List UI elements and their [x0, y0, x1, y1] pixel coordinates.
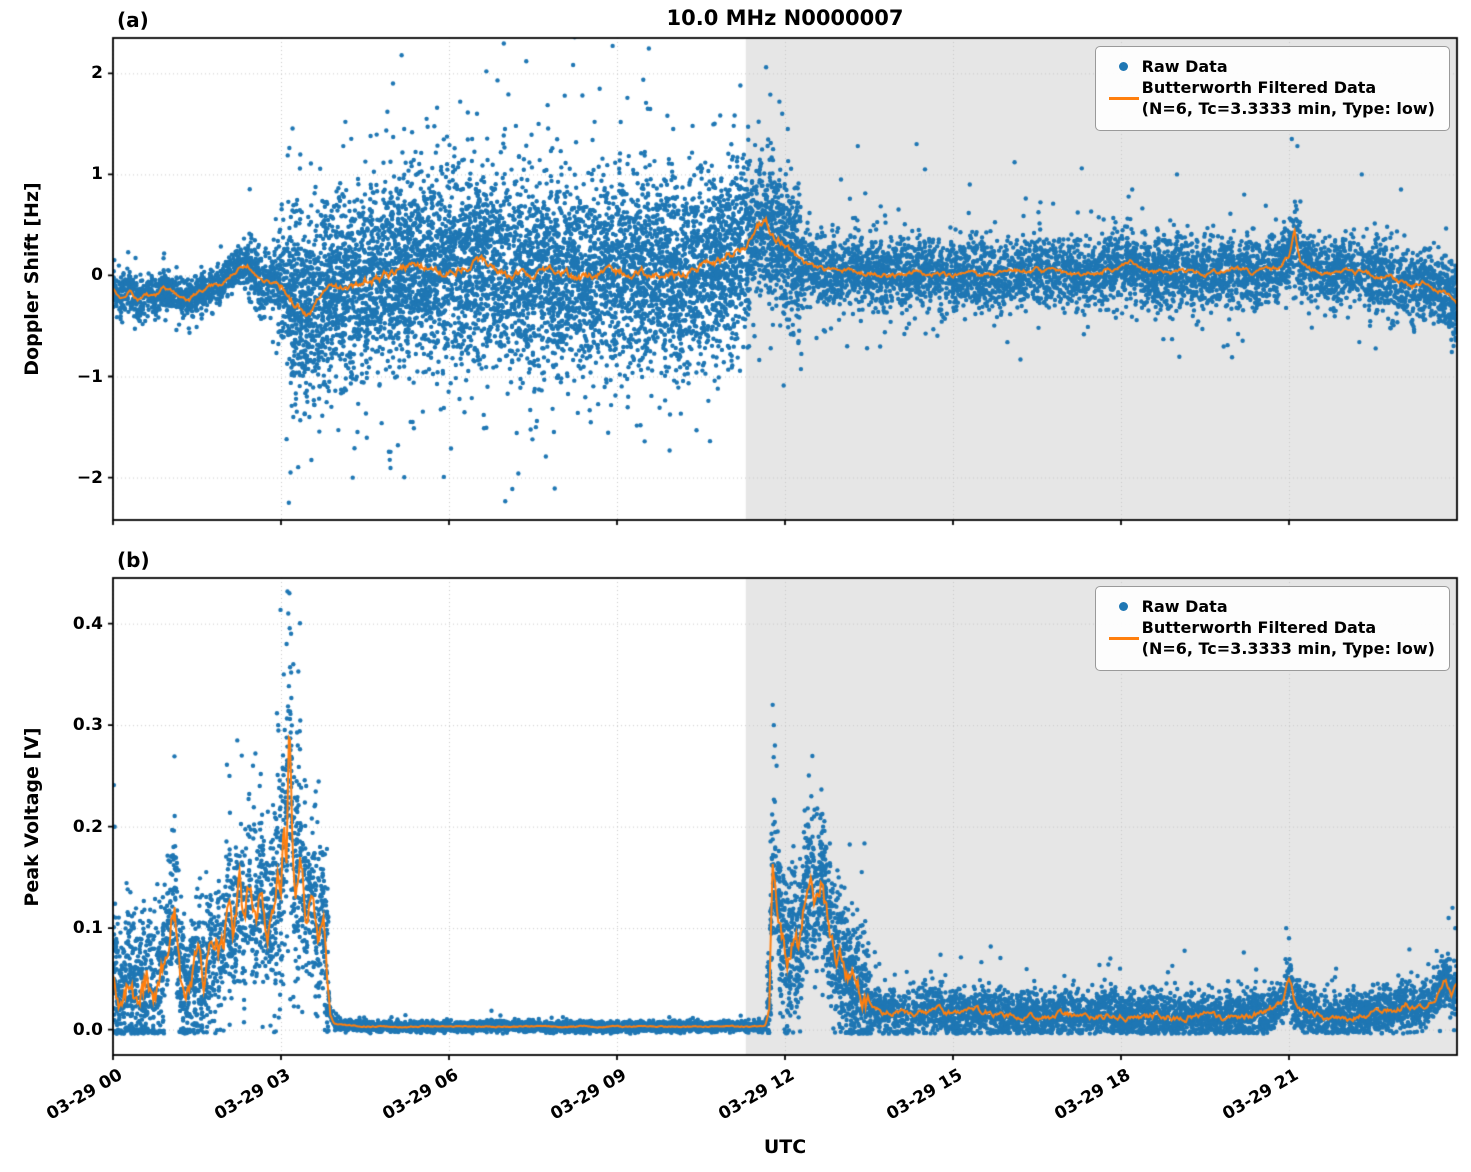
chart-title: 10.0 MHz N0000007 [666, 6, 904, 30]
y-tick-label: 0.2 [72, 816, 103, 837]
y-tick-label: 0.3 [72, 715, 103, 736]
y-tick-label: 1 [91, 164, 103, 185]
y-tick-label: 2 [91, 63, 103, 84]
filtered-line-marker-icon [1108, 637, 1139, 641]
legend-filtered-label: Butterworth Filtered Data (N=6, Tc=3.333… [1142, 78, 1435, 120]
legend-filtered-line1: Butterworth Filtered Data [1141, 78, 1377, 97]
y-tick-label: 0.0 [72, 1019, 103, 1040]
legend-panel-a: Raw Data Butterworth Filtered Data (N=6,… [1094, 46, 1450, 131]
marker-column [1106, 637, 1142, 641]
legend-row-raw: Raw Data [1106, 57, 1435, 76]
legend-filtered-line2: (N=6, Tc=3.3333 min, Type: low) [1141, 98, 1435, 118]
panel-b-label: (b) [117, 548, 150, 572]
legend-filtered-line1: Butterworth Filtered Data [1141, 618, 1377, 637]
legend-row-filtered: Butterworth Filtered Data (N=6, Tc=3.333… [1106, 618, 1435, 660]
panel-a-label: (a) [117, 8, 149, 32]
y-tick-label: 0.1 [72, 918, 103, 939]
y-tick-label: −2 [76, 467, 103, 488]
legend-filtered-label: Butterworth Filtered Data (N=6, Tc=3.333… [1142, 618, 1435, 660]
legend-filtered-line2: (N=6, Tc=3.3333 min, Type: low) [1141, 638, 1435, 658]
x-axis-title: UTC [763, 1136, 807, 1158]
legend-raw-label: Raw Data [1141, 57, 1228, 76]
marker-column [1106, 62, 1142, 71]
legend-panel-b: Raw Data Butterworth Filtered Data (N=6,… [1094, 586, 1450, 671]
marker-column [1106, 602, 1142, 611]
raw-data-marker-icon [1119, 602, 1129, 611]
raw-data-marker-icon [1119, 62, 1129, 71]
legend-row-filtered: Butterworth Filtered Data (N=6, Tc=3.333… [1106, 78, 1435, 120]
y-tick-label: 0.4 [72, 613, 103, 634]
legend-row-raw: Raw Data [1106, 597, 1435, 616]
marker-column [1106, 97, 1142, 101]
legend-raw-label: Raw Data [1141, 597, 1228, 616]
y-axis-title-a: Doppler Shift [Hz] [21, 182, 43, 376]
y-tick-label: −1 [76, 366, 103, 387]
filtered-line-marker-icon [1108, 97, 1139, 101]
y-tick-label: 0 [91, 265, 103, 286]
y-axis-title-b: Peak Voltage [V] [21, 727, 43, 907]
